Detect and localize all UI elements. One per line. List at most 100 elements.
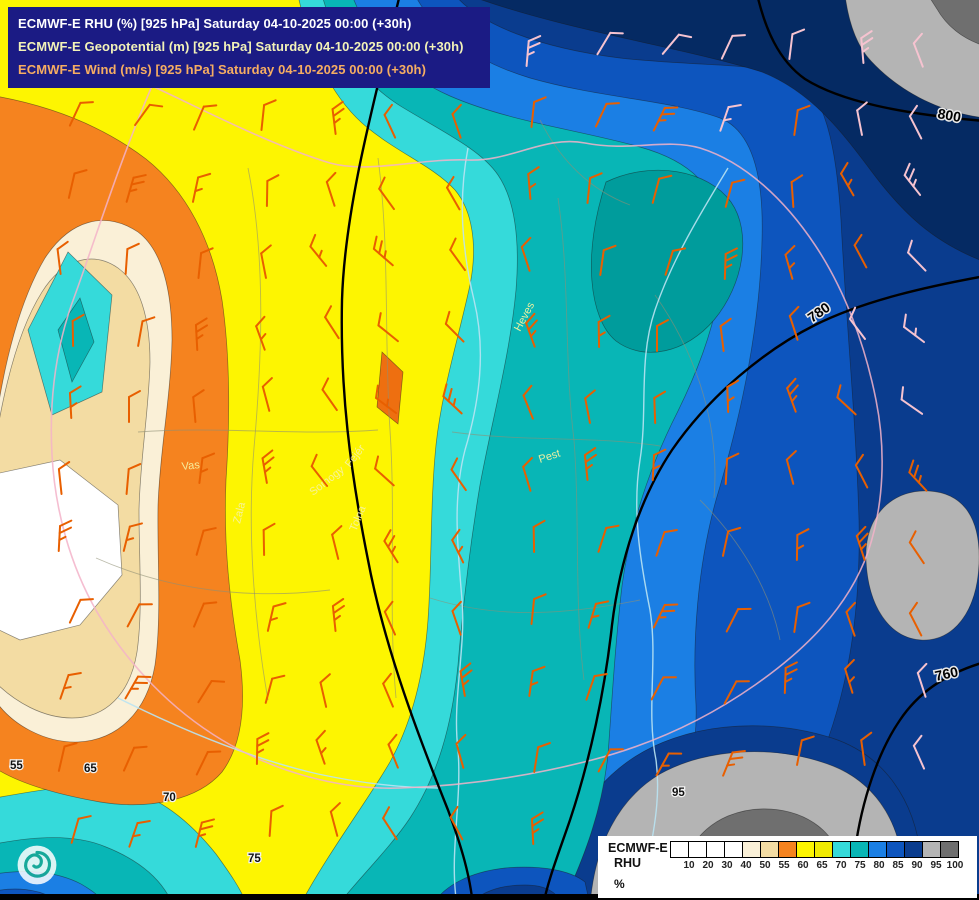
- legend-color-scale: [670, 841, 974, 858]
- wind-barb: [853, 233, 868, 269]
- wind-barb: [329, 802, 341, 837]
- hungaromet-logo: [16, 844, 58, 886]
- wind-barb: [255, 315, 267, 351]
- wind-barb: [122, 745, 148, 772]
- wind-barb: [372, 235, 394, 267]
- legend-cell: [868, 841, 887, 858]
- legend-tick: 95: [930, 860, 942, 871]
- wind-barb: [860, 30, 874, 64]
- legend-cell: [904, 841, 923, 858]
- wind-barb: [587, 600, 610, 629]
- wind-barb: [912, 32, 924, 68]
- legend-cell: [724, 841, 743, 858]
- wind-barb: [377, 312, 399, 343]
- wind-barb: [650, 676, 677, 701]
- county-border-line: [654, 294, 716, 499]
- legend-model-label: ECMWF-E: [608, 841, 668, 855]
- rhu-contour-label: 65: [84, 763, 97, 775]
- wind-barb: [795, 528, 810, 561]
- wind-barb: [585, 672, 608, 701]
- wind-barb: [527, 166, 540, 200]
- legend-tick: 80: [873, 860, 885, 871]
- legend-title: ECMWF-E RHU %: [608, 841, 670, 896]
- wind-barb: [793, 104, 811, 136]
- county-name-label: Zala: [231, 500, 248, 525]
- wind-barb: [594, 102, 620, 128]
- wind-barb: [912, 734, 926, 770]
- county-border-line: [451, 431, 661, 447]
- wind-barb: [583, 446, 597, 481]
- wind-barb: [860, 731, 873, 766]
- wind-barb: [597, 524, 620, 553]
- wind-barb: [59, 671, 82, 700]
- wind-barb: [374, 455, 395, 487]
- geopotential-contour: [543, 275, 979, 900]
- region-rh-95-100-topright: [845, 0, 979, 118]
- wind-barb: [790, 174, 804, 208]
- legend-tick: 20: [702, 860, 714, 871]
- legend-tick: 85: [892, 860, 904, 871]
- wind-barb: [719, 317, 732, 352]
- wind-barb: [442, 383, 463, 415]
- wind-barb: [785, 450, 797, 485]
- legend-tick: 40: [740, 860, 752, 871]
- wind-barb: [309, 233, 328, 267]
- wind-barb: [723, 680, 750, 705]
- wind-barb: [315, 729, 327, 765]
- wind-barb: [383, 529, 399, 564]
- wind-barb: [522, 456, 533, 492]
- wind-barb: [255, 732, 270, 765]
- wind-barb: [57, 742, 78, 772]
- wind-barb: [56, 240, 69, 275]
- wind-barb: [784, 244, 796, 280]
- wind-barb: [533, 742, 551, 773]
- wind-barb: [840, 161, 855, 197]
- wind-barb: [653, 390, 667, 424]
- wind-barb: [382, 806, 398, 841]
- legend-cell: [886, 841, 905, 858]
- legend-cell: [796, 841, 815, 858]
- wind-barb: [724, 452, 740, 485]
- wind-barb: [331, 525, 343, 560]
- wind-barb: [68, 598, 94, 624]
- wind-barb: [845, 601, 856, 637]
- wind-barb: [786, 377, 799, 413]
- wind-barb: [449, 805, 464, 841]
- wind-barb: [725, 607, 752, 633]
- wind-barb: [451, 103, 462, 139]
- wind-barb: [194, 818, 215, 848]
- county-border-line: [539, 119, 631, 206]
- title-line-wind: ECMWF-E Wind (m/s) [925 hPa] Saturday 04…: [18, 62, 427, 78]
- river-line: [117, 697, 441, 789]
- wind-barb: [723, 247, 738, 280]
- wind-barb: [903, 162, 922, 196]
- wind-barb: [125, 174, 147, 203]
- legend-tick: 10: [683, 860, 695, 871]
- wind-barb: [451, 528, 465, 564]
- wind-barb: [191, 172, 212, 203]
- wind-barb: [383, 103, 397, 139]
- wind-barb: [125, 463, 142, 495]
- county-border-line: [247, 167, 269, 701]
- wind-barb: [57, 460, 71, 495]
- wind-barb: [908, 104, 923, 140]
- wind-barb: [661, 33, 693, 55]
- wind-barb: [596, 31, 624, 56]
- wind-barb: [788, 28, 806, 60]
- wind-barb: [584, 389, 596, 424]
- wind-barb: [375, 384, 397, 415]
- legend-tick: 55: [778, 860, 790, 871]
- wind-barb: [268, 804, 284, 837]
- wind-barb: [68, 385, 82, 419]
- title-line-geopotential: ECMWF-E Geopotential (m) [925 hPa] Satur…: [18, 39, 464, 55]
- wind-barb: [195, 750, 222, 776]
- geopotential-contour: [340, 0, 474, 900]
- legend-cell: [922, 841, 941, 858]
- wind-barb: [720, 34, 746, 60]
- wind-barb: [383, 600, 397, 636]
- wind-barb: [664, 247, 687, 276]
- county-border-line: [699, 499, 781, 641]
- wind-barb: [719, 103, 742, 132]
- wind-barb: [67, 169, 88, 199]
- wind-barb: [325, 171, 337, 207]
